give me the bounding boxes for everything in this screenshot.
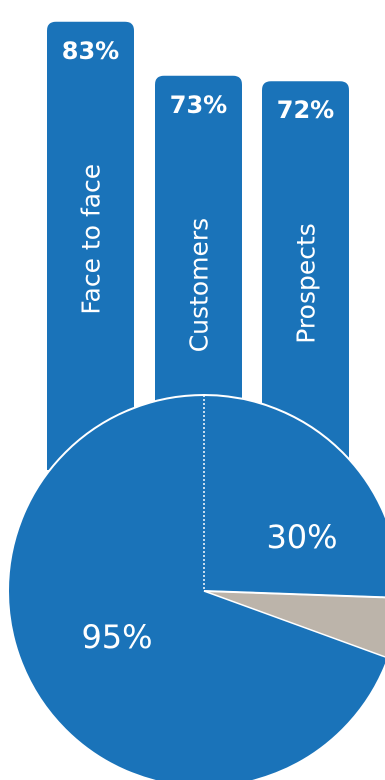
bar-face-to-face (47, 21, 134, 471)
pie-slice-main (7, 394, 385, 780)
bar-customers (155, 75, 242, 471)
bar-category-label: Customers (185, 218, 214, 352)
bar-prospects (262, 81, 349, 470)
bar-value-label: 73% (170, 91, 227, 119)
pie-slice-label: 95% (81, 618, 152, 656)
pie-slice-minor (203, 590, 385, 658)
pie-chart: 30% 95% (7, 394, 385, 780)
bar-value-label: 72% (277, 96, 334, 124)
bar-category-label: Face to face (77, 164, 106, 315)
bar-category-label: Prospects (292, 223, 321, 344)
pie-slice-label: 30% (266, 518, 337, 556)
bar-value-label: 83% (62, 37, 119, 65)
bar-chart: 83% Face to face 73% Customers 72% Prospects (47, 21, 349, 471)
pie-divider (203, 590, 385, 599)
